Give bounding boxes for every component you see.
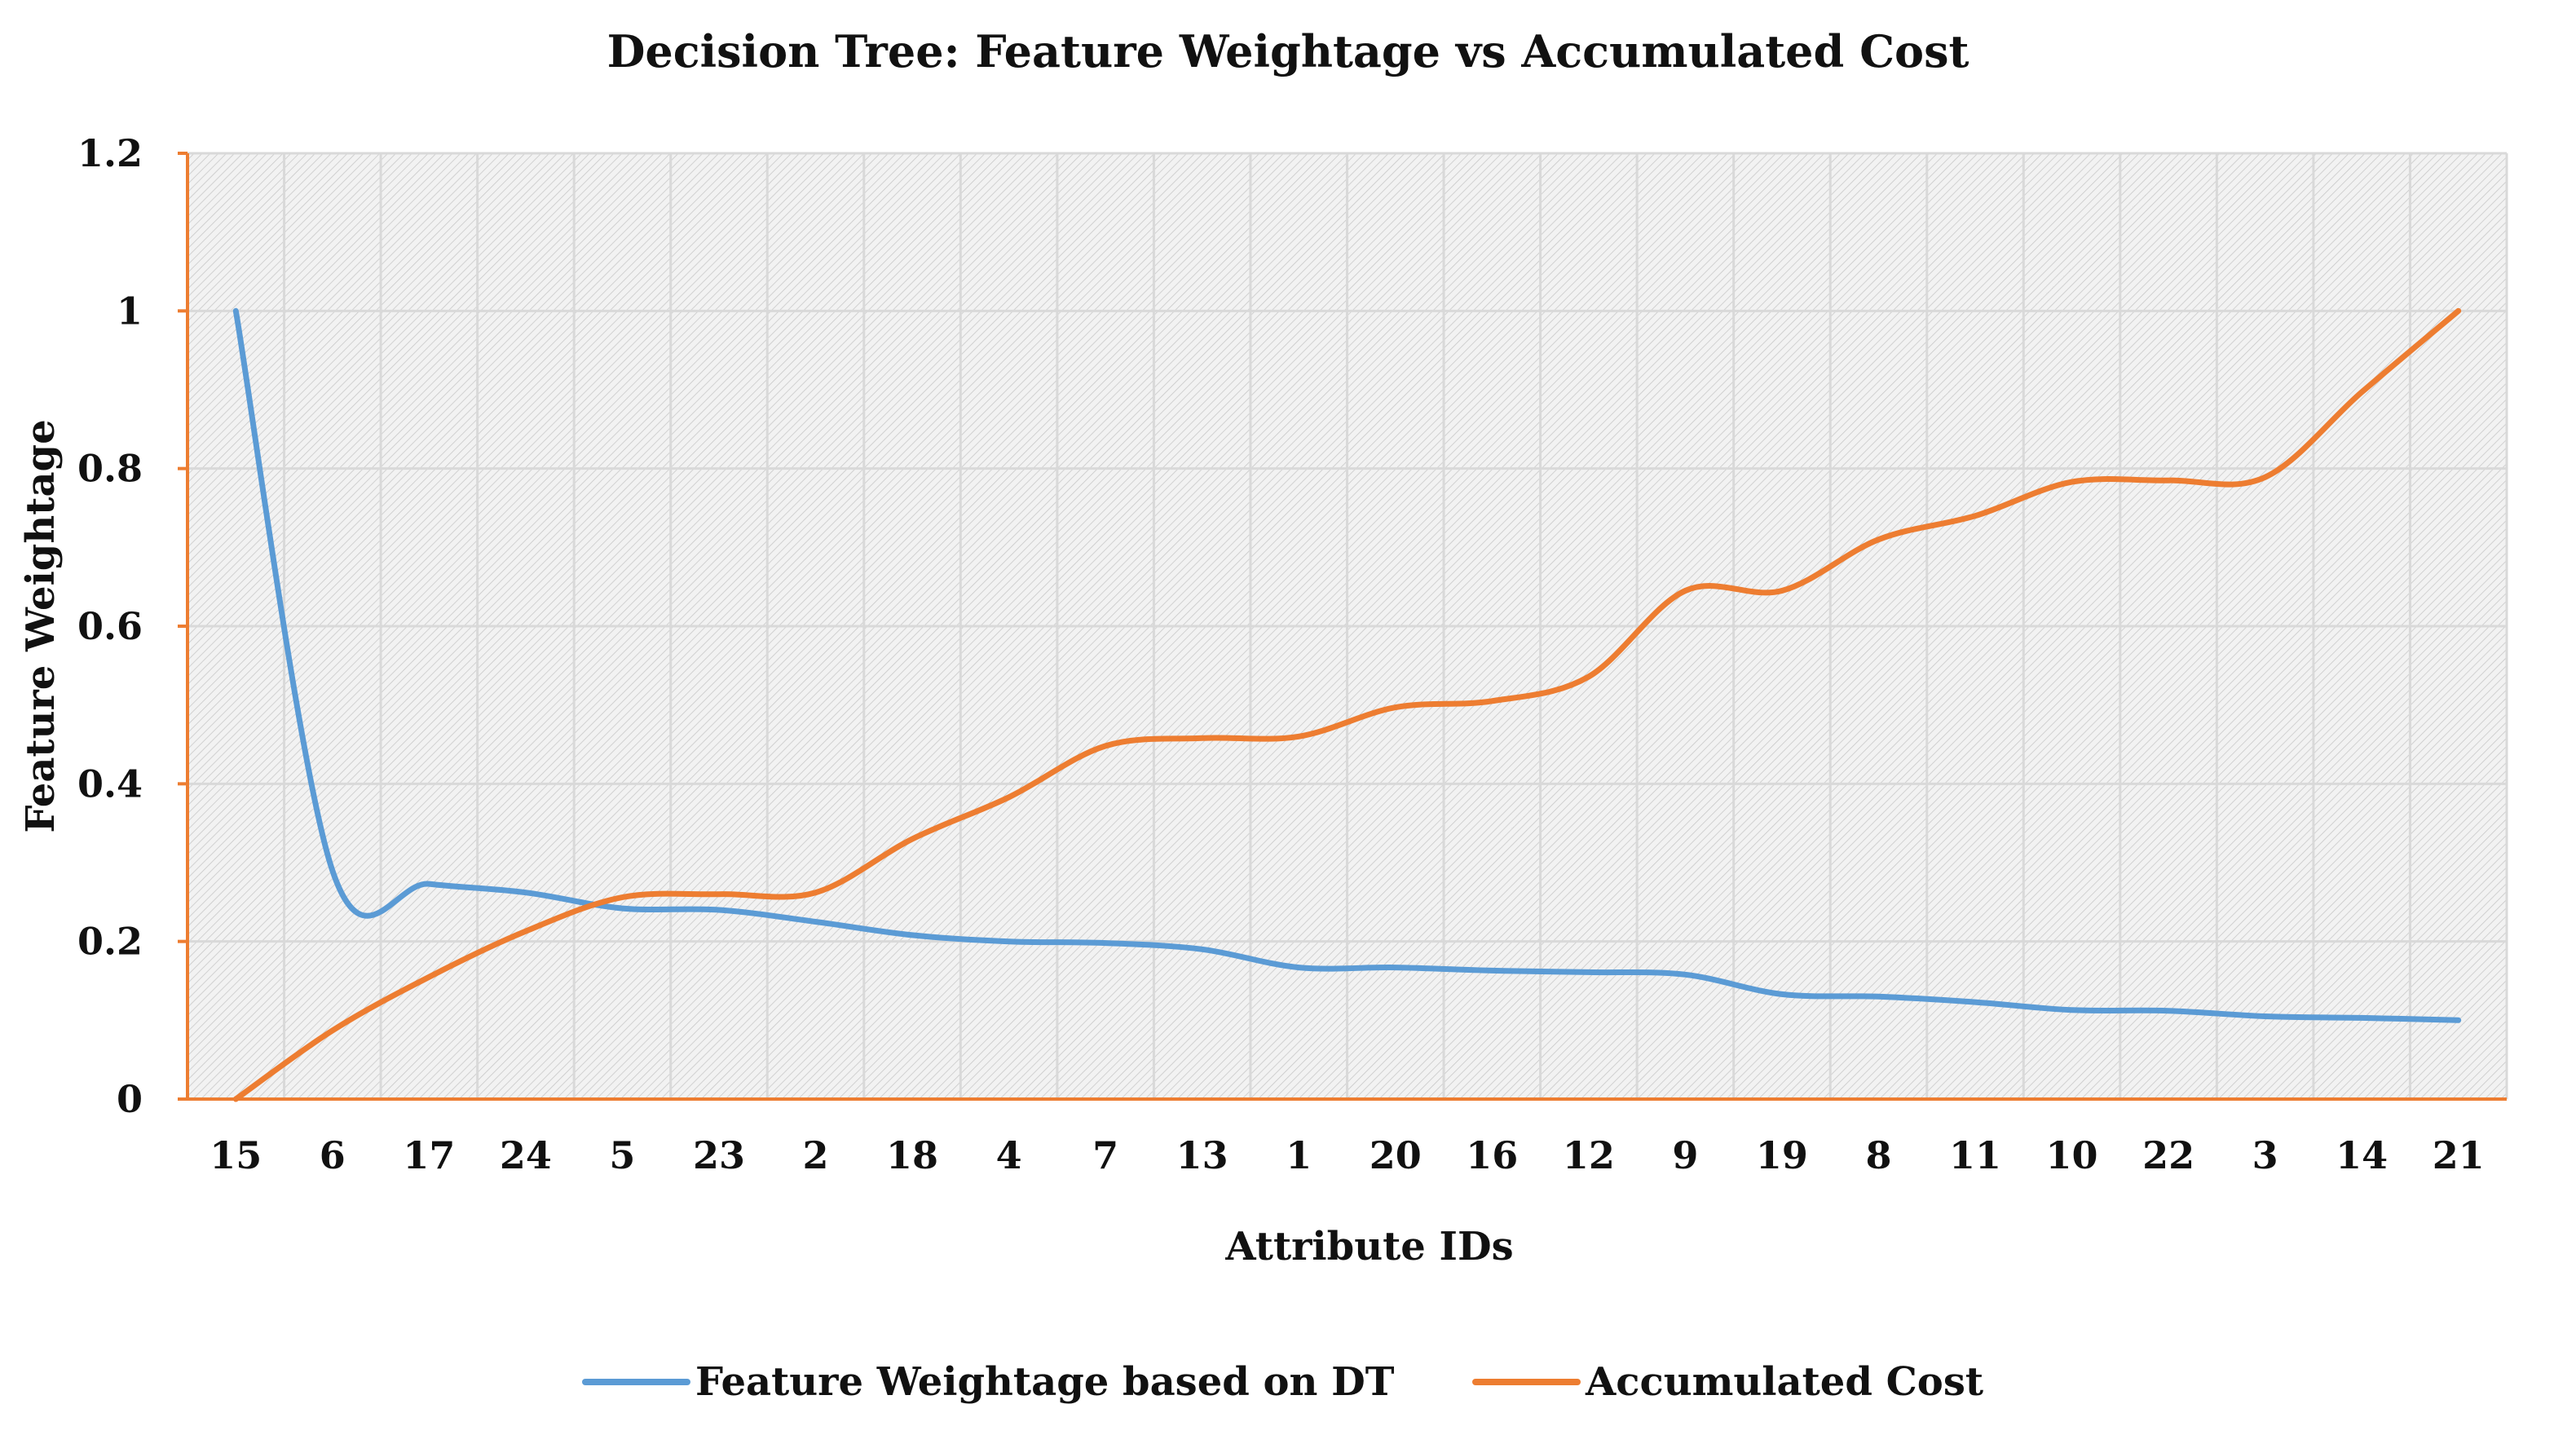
data-point	[2264, 475, 2267, 479]
series-layer	[232, 307, 2462, 1102]
grid-lines	[186, 152, 2508, 1101]
x-tick-label: 15	[210, 1133, 262, 1177]
x-tick-label: 1	[1286, 1133, 1312, 1177]
x-tick-label: 13	[1176, 1133, 1228, 1177]
x-tick-label: 22	[2142, 1133, 2194, 1177]
y-axis-title: Feature Weightage	[18, 419, 64, 832]
data-point	[2264, 1015, 2267, 1018]
y-tick-label: 0	[117, 1077, 143, 1121]
x-tick-label: 6	[320, 1133, 346, 1177]
data-point	[1104, 942, 1107, 945]
series-line-accumulated-cost	[232, 307, 2462, 1102]
x-tick-label: 2	[803, 1133, 829, 1177]
data-point	[1297, 735, 1300, 738]
x-tick-label: 21	[2433, 1133, 2485, 1177]
data-point	[1877, 995, 1880, 998]
y-tick-label: 0.6	[77, 604, 143, 648]
data-point	[620, 907, 624, 910]
data-point	[814, 891, 818, 894]
data-point	[2071, 480, 2074, 483]
data-point	[2167, 479, 2170, 482]
data-point	[1683, 589, 1687, 593]
series-0	[232, 307, 2462, 1023]
data-point	[427, 882, 430, 885]
data-point	[814, 921, 818, 924]
x-tick-label: 24	[500, 1133, 552, 1177]
data-point	[911, 934, 914, 937]
data-point	[911, 837, 914, 841]
data-point	[1297, 966, 1300, 969]
data-point	[1877, 538, 1880, 541]
y-axis-ticks: 0 0.2 0.4 0.6 0.8 1 1.2	[77, 131, 187, 1121]
x-tick-label: 8	[1865, 1133, 1891, 1177]
data-point	[1394, 966, 1397, 969]
data-point	[234, 309, 237, 312]
y-tick-label: 0.2	[77, 920, 143, 964]
data-point	[1394, 706, 1397, 709]
data-point	[2457, 309, 2460, 312]
data-point	[1587, 970, 1590, 974]
x-tick-label: 12	[1563, 1133, 1615, 1177]
legend-label-accumulated-cost: Accumulated Cost	[1585, 1359, 1983, 1405]
y-tick-label: 0.8	[77, 447, 143, 491]
data-point	[2071, 1009, 2074, 1012]
data-point	[2360, 391, 2363, 394]
series-line-feature-weightage	[232, 307, 2462, 1023]
x-tick-label: 9	[1672, 1133, 1698, 1177]
x-tick-label: 11	[1949, 1133, 2001, 1177]
data-point	[717, 893, 721, 896]
data-point	[1104, 744, 1107, 748]
data-point	[331, 1029, 334, 1032]
legend: Feature Weightage based on DT Accumulate…	[582, 1359, 1983, 1405]
data-point	[1201, 947, 1204, 951]
data-point	[2360, 1016, 2363, 1019]
chart-title: Decision Tree: Feature Weightage vs Accu…	[607, 25, 1969, 77]
series-1	[232, 307, 2462, 1102]
data-point	[2167, 1009, 2170, 1013]
x-tick-label: 18	[886, 1133, 938, 1177]
x-axis-title: Attribute IDs	[1224, 1224, 1513, 1269]
x-tick-label: 5	[609, 1133, 635, 1177]
data-point	[1490, 700, 1493, 703]
data-point	[1780, 589, 1784, 593]
data-point	[1587, 675, 1590, 678]
data-point	[331, 869, 334, 872]
data-point	[1780, 992, 1784, 996]
x-tick-label: 23	[693, 1133, 745, 1177]
data-point	[1490, 969, 1493, 972]
x-tick-label: 17	[403, 1133, 455, 1177]
y-tick-label: 1	[117, 289, 143, 333]
x-tick-label: 4	[996, 1133, 1022, 1177]
data-point	[2457, 1018, 2460, 1022]
data-point	[1683, 973, 1687, 976]
y-tick-label: 1.2	[77, 131, 143, 175]
data-point	[717, 908, 721, 912]
x-axis-ticks: 15 6 17 24 5 23 2 18 4 7 13 1 20 16 12 9 19 8 11 10 22 3 14 21	[210, 1133, 2484, 1177]
data-point	[524, 891, 527, 894]
x-tick-label: 7	[1092, 1133, 1118, 1177]
x-tick-label: 20	[1370, 1133, 1422, 1177]
data-point	[1008, 796, 1011, 799]
legend-label-feature-weightage: Feature Weightage based on DT	[695, 1359, 1395, 1405]
data-point	[620, 896, 624, 899]
x-tick-label: 16	[1466, 1133, 1518, 1177]
data-point	[1974, 1000, 1977, 1004]
y-tick-label: 0.4	[77, 762, 143, 806]
x-tick-label: 3	[2252, 1133, 2278, 1177]
x-tick-label: 19	[1756, 1133, 1808, 1177]
x-tick-label: 14	[2336, 1133, 2388, 1177]
data-point	[234, 1097, 237, 1101]
x-tick-label: 10	[2046, 1133, 2098, 1177]
data-point	[1008, 940, 1011, 943]
data-point	[1201, 736, 1204, 740]
data-point	[1974, 514, 1977, 518]
data-point	[524, 929, 527, 933]
data-point	[427, 975, 430, 978]
